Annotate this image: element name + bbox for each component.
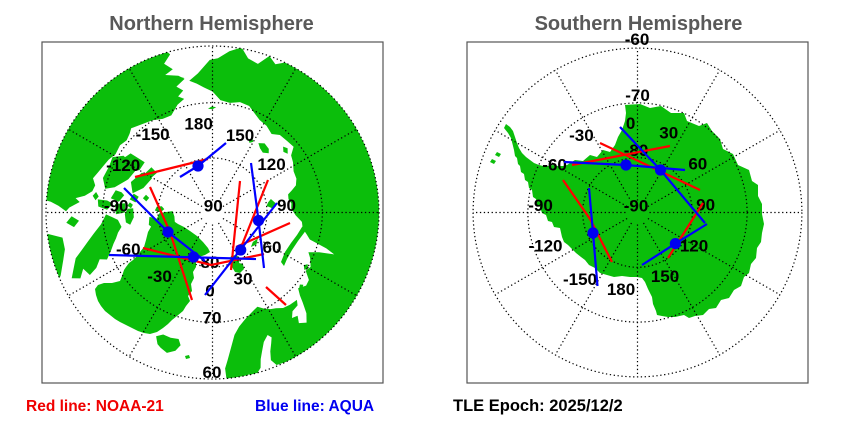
svg-text:Northern Hemisphere: Northern Hemisphere [109, 13, 314, 35]
svg-text:120: 120 [680, 237, 708, 256]
svg-text:Southern Hemisphere: Southern Hemisphere [535, 13, 743, 35]
svg-text:90: 90 [277, 196, 296, 215]
svg-text:-90: -90 [624, 197, 649, 216]
svg-text:120: 120 [257, 155, 285, 174]
svg-text:30: 30 [659, 123, 678, 142]
svg-text:180: 180 [184, 114, 212, 133]
svg-text:90: 90 [696, 196, 715, 215]
svg-text:-150: -150 [136, 125, 170, 144]
svg-text:60: 60 [263, 238, 282, 257]
svg-text:-70: -70 [625, 86, 650, 105]
svg-text:Blue line: AQUA: Blue line: AQUA [255, 398, 374, 415]
svg-text:-30: -30 [569, 126, 594, 145]
svg-text:-90: -90 [528, 196, 553, 215]
svg-text:150: 150 [226, 126, 254, 145]
svg-text:30: 30 [234, 270, 253, 289]
svg-text:0: 0 [205, 282, 214, 301]
svg-text:TLE Epoch: 2025/12/2: TLE Epoch: 2025/12/2 [453, 397, 623, 415]
svg-text:-60: -60 [625, 30, 650, 49]
svg-text:150: 150 [651, 267, 679, 286]
svg-text:Red line: NOAA-21: Red line: NOAA-21 [26, 398, 164, 415]
svg-text:70: 70 [203, 309, 222, 328]
svg-text:60: 60 [688, 155, 707, 174]
svg-text:90: 90 [204, 197, 223, 216]
svg-text:-80: -80 [624, 141, 649, 160]
svg-text:-90: -90 [104, 197, 129, 216]
svg-text:-120: -120 [106, 156, 140, 175]
svg-text:0: 0 [626, 114, 635, 133]
svg-text:-30: -30 [147, 267, 172, 286]
svg-text:-60: -60 [116, 240, 141, 259]
svg-text:60: 60 [203, 363, 222, 382]
svg-text:-60: -60 [542, 155, 567, 174]
svg-text:180: 180 [607, 280, 635, 299]
svg-text:-150: -150 [563, 270, 597, 289]
svg-text:-120: -120 [528, 237, 562, 256]
